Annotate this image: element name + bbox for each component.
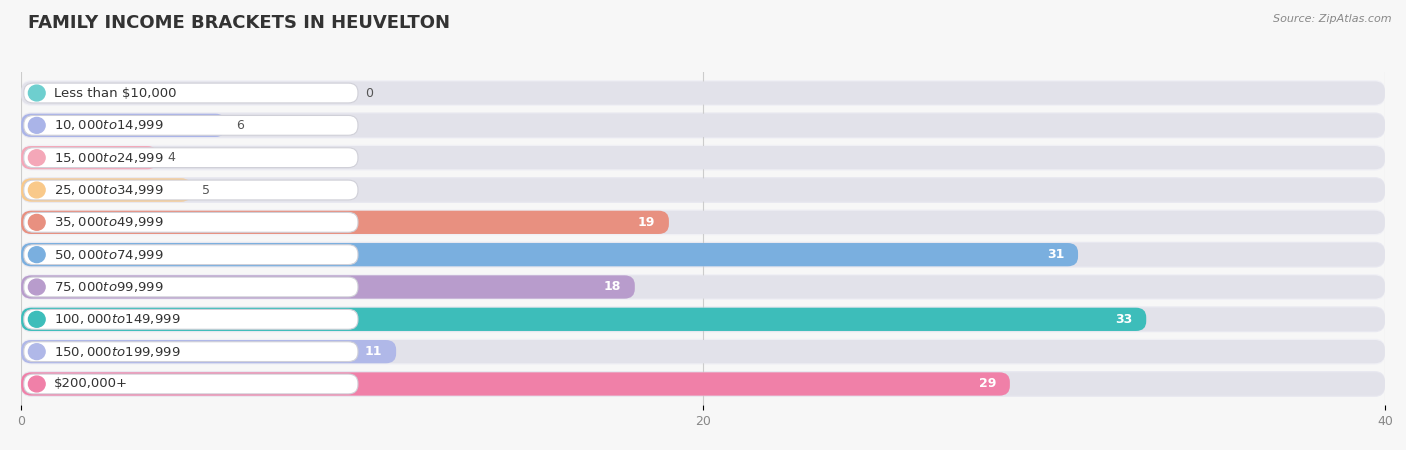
- FancyBboxPatch shape: [24, 374, 359, 394]
- Text: 33: 33: [1115, 313, 1133, 326]
- Text: $150,000 to $199,999: $150,000 to $199,999: [53, 345, 180, 359]
- FancyBboxPatch shape: [21, 339, 1385, 365]
- Circle shape: [28, 85, 45, 101]
- Text: Source: ZipAtlas.com: Source: ZipAtlas.com: [1274, 14, 1392, 23]
- Circle shape: [28, 247, 45, 263]
- Circle shape: [28, 150, 45, 166]
- FancyBboxPatch shape: [21, 114, 1385, 137]
- Text: 4: 4: [167, 151, 176, 164]
- Circle shape: [28, 376, 45, 392]
- FancyBboxPatch shape: [21, 242, 1385, 268]
- Text: 5: 5: [202, 184, 209, 197]
- FancyBboxPatch shape: [21, 112, 1385, 138]
- FancyBboxPatch shape: [21, 371, 1385, 397]
- Text: 19: 19: [638, 216, 655, 229]
- FancyBboxPatch shape: [24, 116, 359, 135]
- Text: $15,000 to $24,999: $15,000 to $24,999: [53, 151, 163, 165]
- FancyBboxPatch shape: [24, 180, 359, 200]
- FancyBboxPatch shape: [21, 308, 1385, 331]
- FancyBboxPatch shape: [21, 243, 1078, 266]
- FancyBboxPatch shape: [21, 275, 636, 299]
- FancyBboxPatch shape: [21, 340, 396, 363]
- FancyBboxPatch shape: [21, 209, 1385, 235]
- FancyBboxPatch shape: [21, 211, 1385, 234]
- FancyBboxPatch shape: [21, 211, 669, 234]
- Circle shape: [28, 279, 45, 295]
- Text: $200,000+: $200,000+: [53, 378, 128, 391]
- Text: $35,000 to $49,999: $35,000 to $49,999: [53, 216, 163, 230]
- Text: 18: 18: [603, 280, 621, 293]
- FancyBboxPatch shape: [24, 310, 359, 329]
- Text: FAMILY INCOME BRACKETS IN HEUVELTON: FAMILY INCOME BRACKETS IN HEUVELTON: [28, 14, 450, 32]
- Text: 31: 31: [1047, 248, 1064, 261]
- FancyBboxPatch shape: [21, 114, 226, 137]
- FancyBboxPatch shape: [21, 81, 1385, 105]
- FancyBboxPatch shape: [21, 340, 1385, 363]
- Circle shape: [28, 311, 45, 327]
- FancyBboxPatch shape: [24, 245, 359, 265]
- FancyBboxPatch shape: [24, 277, 359, 297]
- FancyBboxPatch shape: [21, 372, 1385, 396]
- Text: 0: 0: [366, 86, 374, 99]
- FancyBboxPatch shape: [21, 146, 157, 169]
- Text: $50,000 to $74,999: $50,000 to $74,999: [53, 248, 163, 261]
- FancyBboxPatch shape: [21, 178, 191, 202]
- FancyBboxPatch shape: [24, 148, 359, 167]
- Text: $10,000 to $14,999: $10,000 to $14,999: [53, 118, 163, 132]
- FancyBboxPatch shape: [21, 308, 1146, 331]
- Text: $75,000 to $99,999: $75,000 to $99,999: [53, 280, 163, 294]
- Circle shape: [28, 344, 45, 360]
- FancyBboxPatch shape: [21, 274, 1385, 300]
- FancyBboxPatch shape: [21, 177, 1385, 203]
- FancyBboxPatch shape: [21, 145, 1385, 171]
- Text: $25,000 to $34,999: $25,000 to $34,999: [53, 183, 163, 197]
- FancyBboxPatch shape: [21, 146, 1385, 169]
- FancyBboxPatch shape: [21, 372, 1010, 396]
- Text: 29: 29: [979, 378, 997, 391]
- Text: Less than $10,000: Less than $10,000: [53, 86, 176, 99]
- FancyBboxPatch shape: [21, 275, 1385, 299]
- Circle shape: [28, 214, 45, 230]
- FancyBboxPatch shape: [21, 243, 1385, 266]
- Text: 11: 11: [366, 345, 382, 358]
- FancyBboxPatch shape: [21, 306, 1385, 332]
- FancyBboxPatch shape: [21, 80, 1385, 106]
- Circle shape: [28, 182, 45, 198]
- FancyBboxPatch shape: [21, 178, 1385, 202]
- FancyBboxPatch shape: [24, 83, 359, 103]
- FancyBboxPatch shape: [24, 212, 359, 232]
- Text: 6: 6: [236, 119, 243, 132]
- Text: $100,000 to $149,999: $100,000 to $149,999: [53, 312, 180, 326]
- Circle shape: [28, 117, 45, 133]
- FancyBboxPatch shape: [24, 342, 359, 361]
